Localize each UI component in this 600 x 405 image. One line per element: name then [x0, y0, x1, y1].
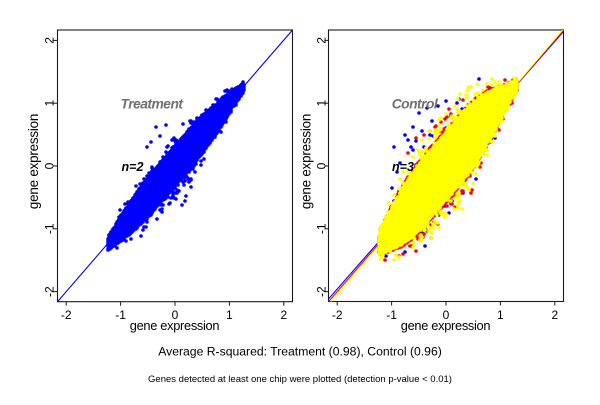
svg-text:-1: -1	[43, 223, 57, 234]
svg-text:0: 0	[43, 162, 57, 169]
svg-text:-1: -1	[315, 223, 329, 234]
svg-text:Treatment: Treatment	[121, 97, 185, 112]
svg-text:n=3: n=3	[392, 160, 414, 174]
svg-text:1: 1	[315, 100, 329, 107]
svg-text:0: 0	[172, 308, 179, 322]
svg-text:-1: -1	[386, 308, 397, 322]
svg-text:Control: Control	[392, 97, 439, 112]
svg-text:2: 2	[551, 308, 558, 322]
svg-text:2: 2	[280, 308, 287, 322]
svg-text:n=2: n=2	[122, 160, 144, 174]
svg-text:Average R-squared: Treatment (: Average R-squared: Treatment (0.98), Con…	[158, 345, 442, 359]
svg-text:-2: -2	[61, 308, 72, 322]
svg-text:-1: -1	[115, 308, 126, 322]
svg-text:-2: -2	[332, 308, 343, 322]
svg-text:2: 2	[43, 37, 57, 44]
svg-text:-2: -2	[43, 286, 57, 297]
svg-text:gene expression: gene expression	[299, 114, 314, 209]
svg-text:0: 0	[315, 162, 329, 169]
svg-text:Genes detected at least one ch: Genes detected at least one chip were pl…	[148, 374, 452, 385]
svg-text:gene expression: gene expression	[26, 114, 41, 209]
svg-text:1: 1	[497, 308, 504, 322]
svg-text:gene expression: gene expression	[130, 318, 220, 333]
svg-text:gene expression: gene expression	[401, 318, 491, 333]
svg-text:0: 0	[443, 308, 450, 322]
svg-text:2: 2	[315, 37, 329, 44]
svg-text:-2: -2	[315, 286, 329, 297]
svg-text:1: 1	[226, 308, 233, 322]
svg-text:1: 1	[43, 100, 57, 107]
